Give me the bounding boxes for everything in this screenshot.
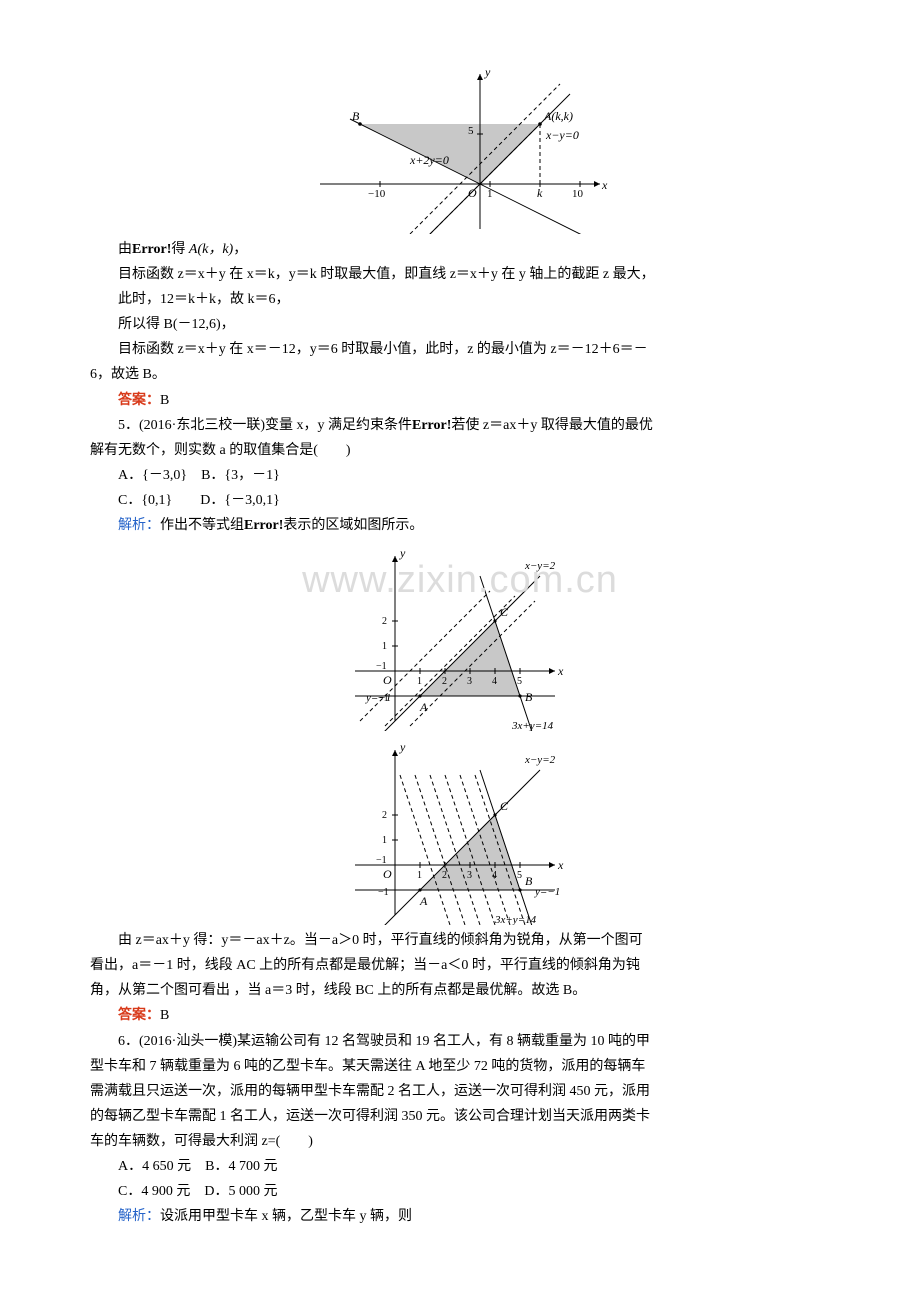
sol4-line6: 6，故选 B。 xyxy=(90,363,830,386)
sol5-line2: 看出，a＝－1 时，线段 AC 上的所有点都是最优解；当－a＜0 时，平行直线的… xyxy=(90,954,830,977)
svg-text:−1: −1 xyxy=(376,855,387,866)
sol4-line4: 所以得 B(－12,6)， xyxy=(90,313,830,336)
q6-options-row2: C．4 900 元 D．5 000 元 xyxy=(90,1180,830,1203)
svg-text:A: A xyxy=(419,700,428,714)
answer-label: 答案： xyxy=(118,1008,160,1023)
sol4-answer: 答案：B xyxy=(90,389,830,412)
svg-text:4: 4 xyxy=(492,676,497,687)
fig1-x-label: x xyxy=(601,178,608,192)
q6-stem-2: 型卡车和 7 辆载重量为 6 吨的乙型卡车。某天需送往 A 地至少 72 吨的货… xyxy=(90,1055,830,1078)
svg-text:−1: −1 xyxy=(378,693,389,704)
svg-text:x−y=2: x−y=2 xyxy=(524,754,556,766)
q5-stem-1: 5．(2016·东北三校一联)变量 x，y 满足约束条件Error!若使 z＝a… xyxy=(90,414,830,437)
fig1-5: 5 xyxy=(468,125,474,137)
svg-text:C: C xyxy=(500,605,509,619)
fig1-A-label: A(k,k) xyxy=(543,109,573,123)
figure-3: y x O x−y=2 y=−1 3x+y=14 A B C 1 2 3 4 5… xyxy=(340,735,580,925)
q6-analysis: 解析：设派用甲型卡车 x 辆，乙型卡车 y 辆，则 xyxy=(90,1205,830,1228)
fig1-O-label: O xyxy=(468,186,477,200)
q6-stem-1: 6．(2016·汕头一模)某运输公司有 12 名驾驶员和 19 名工人，有 8 … xyxy=(90,1030,830,1053)
svg-text:1: 1 xyxy=(382,641,387,652)
svg-text:x: x xyxy=(557,858,564,872)
svg-text:−1: −1 xyxy=(376,661,387,672)
fig1-xy0-label: x−y=0 xyxy=(545,128,579,142)
sol5-line3: 角，从第二个图可看出 ，当 a＝3 时，线段 BC 上的所有点都是最优解。故选 … xyxy=(90,979,830,1002)
svg-text:O: O xyxy=(383,867,392,881)
svg-text:2: 2 xyxy=(442,870,447,881)
svg-text:y=−1: y=−1 xyxy=(534,886,560,898)
sol5-line1: 由 z＝ax＋y 得：y＝－ax＋z。当－a＞0 时，平行直线的倾斜角为锐角，从… xyxy=(90,929,830,952)
svg-text:y: y xyxy=(399,740,406,754)
q6-options-row1: A．4 650 元 B．4 700 元 xyxy=(90,1155,830,1178)
analysis-label: 解析： xyxy=(118,1209,160,1224)
figure-block: www.zixin.com.cn y x xyxy=(90,541,830,925)
svg-text:3x+y=14: 3x+y=14 xyxy=(511,720,554,731)
svg-text:−1: −1 xyxy=(378,887,389,898)
svg-text:2: 2 xyxy=(442,676,447,687)
svg-text:x−y=2: x−y=2 xyxy=(524,560,556,572)
svg-text:2: 2 xyxy=(382,616,387,627)
svg-text:1: 1 xyxy=(382,835,387,846)
figure-1: y x O B A(k,k) x−y=0 x+2y=0 5 1 k −10 10 xyxy=(310,64,610,234)
figure-1-container: y x O B A(k,k) x−y=0 x+2y=0 5 1 k −10 10 xyxy=(90,64,830,234)
answer-label: 答案： xyxy=(118,393,160,408)
fig1-y-label: y xyxy=(484,65,491,79)
svg-text:x: x xyxy=(557,664,564,678)
sol4-line3: 此时，12＝k＋k，故 k＝6， xyxy=(90,288,830,311)
q5-options-row2: C．{0,1} D．{－3,0,1} xyxy=(90,489,830,512)
svg-text:B: B xyxy=(525,874,533,888)
q6-stem-4: 的每辆乙型卡车需配 1 名工人，运送一次可得利润 350 元。该公司合理计划当天… xyxy=(90,1105,830,1128)
svg-text:1: 1 xyxy=(417,870,422,881)
svg-text:1: 1 xyxy=(417,676,422,687)
sol4-line1: 由Error!得 A(k，k)， xyxy=(90,238,830,261)
svg-text:O: O xyxy=(383,673,392,687)
svg-text:3: 3 xyxy=(467,870,472,881)
fig1-neg10: −10 xyxy=(368,188,386,200)
svg-text:2: 2 xyxy=(382,810,387,821)
svg-text:5: 5 xyxy=(517,870,522,881)
sol5-answer: 答案：B xyxy=(90,1004,830,1027)
fig1-x2y0-label: x+2y=0 xyxy=(409,153,449,167)
sol4-line5: 目标函数 z＝x＋y 在 x＝－12，y＝6 时取最小值，此时，z 的最小值为 … xyxy=(90,338,830,361)
q5-stem-2: 解有无数个，则实数 a 的取值集合是( ) xyxy=(90,439,830,462)
svg-text:B: B xyxy=(525,690,533,704)
svg-text:5: 5 xyxy=(517,676,522,687)
analysis-label: 解析： xyxy=(118,518,160,533)
fig1-B-label: B xyxy=(352,109,360,123)
figure-2: y x O x−y=2 y=−1 3x+y=14 A B C 1 2 3 4 5… xyxy=(340,541,580,731)
svg-text:4: 4 xyxy=(492,870,497,881)
q5-analysis: 解析：作出不等式组Error!表示的区域如图所示。 xyxy=(90,514,830,537)
svg-text:C: C xyxy=(500,799,509,813)
q5-options-row1: A．{－3,0} B．{3，－1} xyxy=(90,464,830,487)
fig1-1: 1 xyxy=(487,188,493,200)
q6-stem-5: 车的车辆数，可得最大利润 z=( ) xyxy=(90,1130,830,1153)
q6-stem-3: 需满载且只运送一次，派用的每辆甲型卡车需配 2 名工人，运送一次可得利润 450… xyxy=(90,1080,830,1103)
svg-text:A: A xyxy=(419,894,428,908)
fig1-10: 10 xyxy=(572,188,584,200)
svg-text:y: y xyxy=(399,546,406,560)
svg-text:3x+y=14: 3x+y=14 xyxy=(494,914,537,925)
sol4-line2: 目标函数 z＝x＋y 在 x＝k，y＝k 时取最大值，即直线 z＝x＋y 在 y… xyxy=(90,263,830,286)
fig1-k: k xyxy=(537,186,543,200)
svg-text:3: 3 xyxy=(467,676,472,687)
